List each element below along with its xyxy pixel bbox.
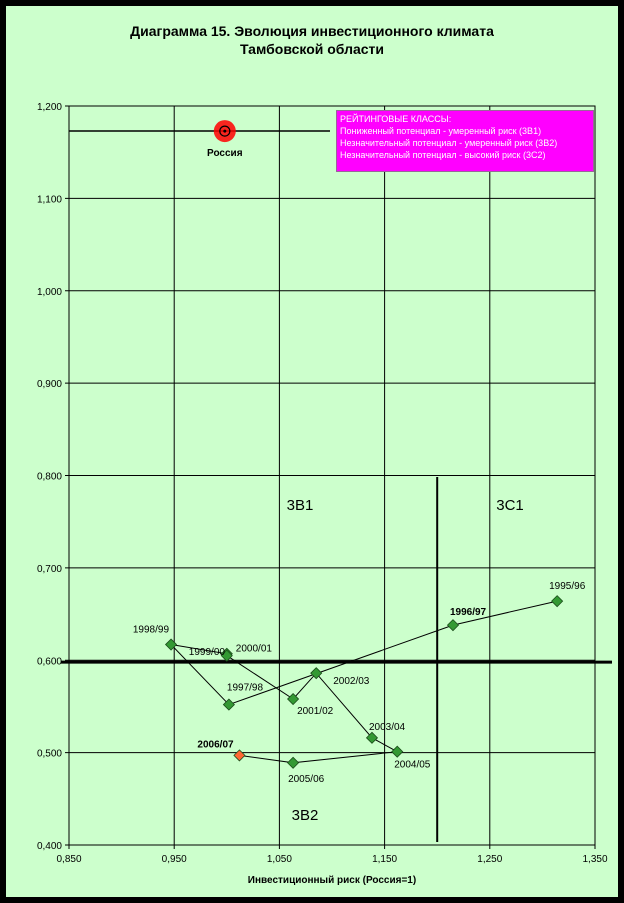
y-tick-label: 1,200 xyxy=(37,102,62,113)
data-point-label: 1997/98 xyxy=(227,683,264,694)
zone-label-3b1: 3В1 xyxy=(287,497,314,514)
x-tick-label: 0,850 xyxy=(56,854,81,865)
russia-marker-ring xyxy=(219,125,231,137)
data-point-marker xyxy=(233,749,246,762)
y-tick-label: 1,000 xyxy=(37,287,62,298)
trajectory-line xyxy=(169,600,558,764)
y-tick-label: 1,100 xyxy=(37,194,62,205)
data-point-label: 2001/02 xyxy=(297,706,334,717)
data-point-marker xyxy=(446,619,460,632)
y-tick-label: 0,800 xyxy=(37,472,62,483)
zone-label-3c1: 3С1 xyxy=(496,497,524,514)
y-tick-label: 0,700 xyxy=(37,564,62,575)
x-axis-title: Инвестиционный риск (Россия=1) xyxy=(248,875,416,886)
data-point-marker xyxy=(310,667,323,680)
data-point-marker xyxy=(222,698,235,711)
y-tick-label: 0,900 xyxy=(37,379,62,390)
data-point-marker xyxy=(391,745,404,758)
data-point-label: 2004/05 xyxy=(394,760,431,771)
data-point-label: 1995/96 xyxy=(549,581,586,592)
data-point-label: 2005/06 xyxy=(288,774,325,785)
data-point-label: 1998/99 xyxy=(133,625,170,636)
x-tick-label: 1,250 xyxy=(477,854,502,865)
legend-item-3c2: Незначительный потенциал - высокий риск … xyxy=(340,150,546,160)
x-tick-label: 1,050 xyxy=(267,854,292,865)
data-point-label: 1996/97 xyxy=(450,607,487,618)
legend-header: РЕЙТИНГОВЫЕ КЛАССЫ: xyxy=(340,114,452,124)
data-point-marker xyxy=(287,756,300,769)
x-tick-label: 0,950 xyxy=(162,854,187,865)
data-point-label: 2002/03 xyxy=(333,676,370,687)
data-point-label: 1999/00 xyxy=(189,647,226,658)
data-point-marker xyxy=(551,595,564,608)
zone-label-3b2: 3В2 xyxy=(292,807,319,824)
title-line-1: Диаграмма 15. Эволюция инвестиционного к… xyxy=(130,23,494,39)
data-point-marker xyxy=(287,692,300,706)
legend-box: РЕЙТИНГОВЫЕ КЛАССЫ: Пониженный потенциал… xyxy=(336,110,594,172)
y-tick-label: 0,400 xyxy=(37,841,62,852)
title-line-2: Тамбовской области xyxy=(239,41,385,57)
x-tick-label: 1,350 xyxy=(582,854,607,865)
y-tick-label: 0,600 xyxy=(37,656,62,667)
legend-item-3b2: Незначительный потенциал - умеренный рис… xyxy=(340,138,558,148)
data-point-label: 2006/07 xyxy=(197,739,234,750)
data-point-marker xyxy=(220,649,233,662)
y-tick-label: 0,500 xyxy=(37,749,62,760)
data-point-marker xyxy=(164,638,178,651)
russia-marker-dot xyxy=(223,129,227,133)
data-point-label: 2000/01 xyxy=(236,644,273,655)
data-point-marker xyxy=(365,731,379,744)
russia-label: Россия xyxy=(207,148,243,159)
data-point-label: 2003/04 xyxy=(369,722,406,733)
chart-title: Диаграмма 15. Эволюция инвестиционного к… xyxy=(0,22,624,58)
legend-item-3b1: Пониженный потенциал - умеренный риск (3… xyxy=(340,126,542,136)
x-tick-label: 1,150 xyxy=(372,854,397,865)
